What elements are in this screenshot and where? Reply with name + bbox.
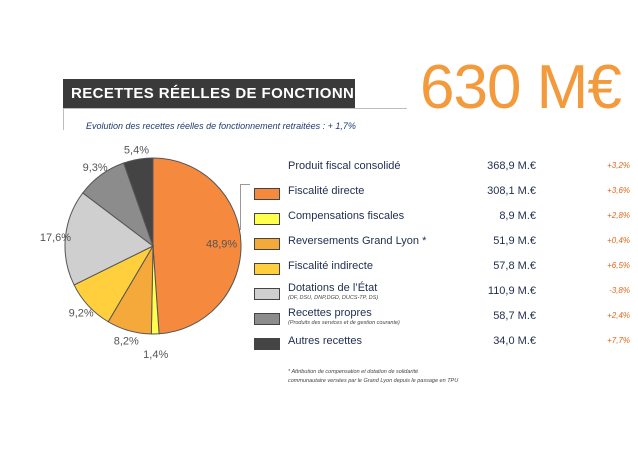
legend-evolution: +3,6% [607, 186, 630, 195]
pie-slice [64, 192, 154, 286]
pie-data-label: 9,2% [69, 308, 94, 320]
legend-row: Compensations fiscales 8,9 M.€ +2,8% [252, 206, 632, 231]
legend-value: 110,9 M.€ [487, 285, 536, 297]
legend-bracket-line [240, 184, 241, 230]
legend-value: 308,1 M.€ [487, 185, 536, 197]
legend-note: (DF, DSU, DNP,DGD, DUCS-TP, DS) [288, 295, 379, 301]
legend-label: Produit fiscal consolidé [288, 160, 401, 172]
pie-data-label: 5,4% [124, 144, 149, 156]
legend-evolution: +0,4% [607, 236, 630, 245]
legend-label: Compensations fiscales [288, 210, 405, 222]
pie-data-label: 17,6% [40, 232, 71, 244]
legend-label: Reversements Grand Lyon * [288, 235, 427, 247]
legend-note: (Produits des services et de gestion cou… [288, 320, 400, 326]
legend-value: 58,7 M.€ [493, 310, 536, 322]
legend-swatch [254, 188, 280, 200]
legend-row: Fiscalité indirecte 57,8 M.€ +6,5% [252, 256, 632, 281]
page-title: RECETTES RÉELLES DE FONCTIONNEMENT 2013 [63, 79, 355, 108]
pie-data-label: 1,4% [143, 349, 168, 361]
legend-evolution: +7,7% [607, 336, 630, 345]
legend-value: 57,8 M.€ [493, 260, 536, 272]
pie-data-label: 48,9% [206, 239, 237, 251]
footnote-line: communautaire versées par le Grand Lyon … [288, 378, 459, 384]
pie-data-label: 9,3% [83, 162, 108, 174]
legend-value: 368,9 M.€ [487, 160, 536, 172]
legend-row: Recettes propres (Produits des services … [252, 306, 632, 331]
legend-evolution: +2,4% [607, 311, 630, 320]
legend-swatch [254, 238, 280, 250]
header-divider-tick [63, 108, 64, 130]
legend-value: 8,9 M.€ [499, 210, 536, 222]
footnote-line: * Attribution de compensation et dotatio… [288, 369, 419, 375]
legend-evolution: +3,2% [607, 161, 630, 170]
legend-swatch [254, 263, 280, 275]
footnote: * Attribution de compensation et dotatio… [288, 368, 518, 386]
legend-evolution: +2,8% [607, 211, 630, 220]
legend-label: Dotations de l’État [288, 282, 378, 294]
pie-slice [123, 157, 154, 247]
legend-value: 34,0 M.€ [493, 335, 536, 347]
evolution-subtitle: Evolution des recettes réelles de foncti… [86, 121, 356, 131]
pie-data-label: 8,2% [114, 335, 139, 347]
legend-label: Recettes propres [288, 307, 372, 319]
legend-bracket [240, 184, 250, 185]
legend-evolution: +6,5% [607, 261, 630, 270]
legend-row: Fiscalité directe 308,1 M.€ +3,6% [252, 181, 632, 206]
legend-label: Autres recettes [288, 335, 362, 347]
legend-evolution: -3,8% [609, 286, 630, 295]
legend-swatch [254, 338, 280, 350]
legend-row: Produit fiscal consolidé 368,9 M.€ +3,2% [252, 156, 632, 181]
legend-value: 51,9 M.€ [493, 235, 536, 247]
legend-label: Fiscalité indirecte [288, 260, 373, 272]
legend-swatch [254, 288, 280, 300]
legend-row: Dotations de l’État (DF, DSU, DNP,DGD, D… [252, 281, 632, 306]
total-amount: 630 M€ [420, 53, 622, 122]
pie-slice [152, 157, 242, 335]
legend-row: Reversements Grand Lyon * 51,9 M.€ +0,4% [252, 231, 632, 256]
legend-label: Fiscalité directe [288, 185, 365, 197]
pie-chart: 48,9% 1,4% 8,2% 9,2% 17,6% 9,3% 5,4% [40, 144, 242, 361]
legend-swatch [254, 213, 280, 225]
legend-swatch [254, 313, 280, 325]
header-divider [63, 108, 407, 109]
legend-row: Autres recettes 34,0 M.€ +7,7% [252, 331, 632, 356]
